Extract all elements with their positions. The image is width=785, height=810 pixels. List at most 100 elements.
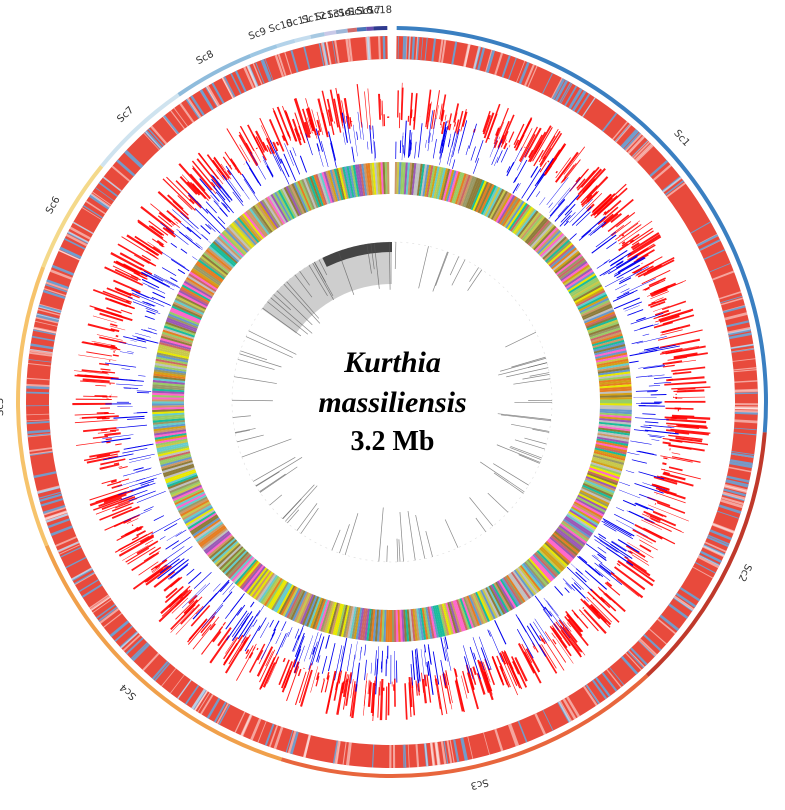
cds-forward-mark (125, 637, 144, 655)
scaffold-label-sc12: Sc12 (301, 10, 327, 26)
cog-mark (431, 166, 440, 199)
rna-mark (136, 491, 166, 503)
rna-mark (195, 242, 203, 249)
cds-reverse-mark (586, 596, 613, 623)
cog-mark (161, 333, 193, 345)
cds-reverse-mark (673, 352, 708, 360)
cds-forward-mark (720, 297, 744, 306)
cog-mark (423, 607, 431, 640)
cds-forward-mark (734, 406, 758, 410)
cog-mark (458, 174, 471, 206)
cog-mark (165, 321, 197, 334)
cds-forward-mark (392, 744, 396, 768)
cds-reverse-mark (659, 489, 686, 500)
cog-mark (194, 264, 222, 285)
cds-reverse-mark (323, 678, 325, 681)
cog-mark (469, 594, 484, 625)
cds-forward-mark (29, 451, 53, 457)
cog-mark (572, 502, 602, 521)
cog-mark (473, 592, 488, 623)
cog-mark (399, 609, 403, 642)
cog-mark (174, 489, 205, 506)
rna-mark (241, 624, 253, 643)
cog-mark (545, 540, 571, 564)
cds-reverse-mark (423, 674, 428, 687)
cog-mark (571, 504, 601, 523)
cog-mark (257, 201, 278, 230)
gc-mark (524, 437, 547, 445)
cog-mark (496, 580, 515, 610)
cds-reverse-mark (364, 91, 369, 129)
cds-reverse-mark (222, 156, 233, 170)
cog-mark (442, 169, 453, 201)
cog-mark (546, 539, 573, 563)
cog-mark (564, 517, 592, 537)
gc-mark (493, 472, 524, 494)
cds-forward-mark (29, 348, 53, 355)
cds-forward-mark (411, 36, 416, 60)
cog-mark (154, 362, 187, 370)
cog-mark (164, 467, 196, 480)
cog-mark (548, 244, 575, 267)
rna-mark (143, 506, 154, 512)
cds-reverse-mark (101, 496, 136, 510)
rna-mark (630, 440, 652, 445)
cds-reverse-mark (164, 585, 184, 604)
cds-reverse-mark (563, 159, 581, 182)
rna-mark (613, 272, 621, 277)
cds-forward-mark (583, 685, 598, 706)
cds-forward-mark (725, 480, 749, 488)
rna-mark (638, 364, 665, 369)
cds-reverse-mark (316, 111, 324, 136)
cds-forward-mark (235, 70, 247, 92)
cds-reverse-mark (461, 675, 468, 699)
cog-mark (490, 190, 509, 220)
cog-mark (166, 317, 198, 331)
cds-forward-mark (696, 234, 719, 247)
cog-mark (155, 360, 188, 369)
cog-mark (152, 381, 185, 387)
cds-reverse-mark (89, 486, 130, 501)
cds-reverse-mark (239, 125, 255, 152)
cds-forward-mark (420, 37, 424, 61)
cog-mark (381, 609, 385, 642)
gc-mark (386, 545, 388, 562)
rna-mark (593, 554, 599, 559)
rna-mark (369, 125, 373, 154)
rna-mark (133, 412, 148, 414)
cds-forward-mark (721, 496, 744, 506)
cog-mark (599, 382, 632, 387)
cds-forward-mark (345, 742, 352, 766)
cds-reverse-mark (636, 265, 654, 276)
cds-reverse-mark (169, 576, 183, 588)
rna-mark (350, 654, 356, 684)
cog-mark (509, 572, 530, 601)
cds-forward-mark (664, 180, 685, 196)
cog-mark (395, 609, 399, 642)
cds-reverse-mark (276, 141, 280, 146)
cds-reverse-mark (192, 165, 217, 195)
cog-mark (322, 600, 334, 633)
cog-mark (223, 550, 248, 575)
cds-reverse-mark (209, 635, 230, 664)
cds-forward-mark (43, 506, 66, 516)
rna-mark (199, 178, 220, 202)
cog-mark (174, 299, 204, 315)
cds-forward-mark (397, 36, 399, 60)
gc-mark (294, 274, 313, 298)
rna-mark (373, 139, 376, 161)
rna-mark (192, 592, 218, 620)
cog-mark (372, 609, 378, 642)
cds-reverse-mark (309, 118, 315, 132)
cds-reverse-mark (243, 163, 246, 165)
cog-mark (585, 315, 617, 329)
rna-mark (403, 145, 405, 154)
cog-mark (204, 250, 231, 273)
cds-reverse-mark (636, 534, 653, 544)
cog-mark (459, 598, 472, 630)
cds-forward-mark (638, 639, 656, 657)
rna-mark (465, 145, 470, 156)
rna-mark (121, 368, 131, 370)
cds-forward-track (26, 36, 758, 769)
